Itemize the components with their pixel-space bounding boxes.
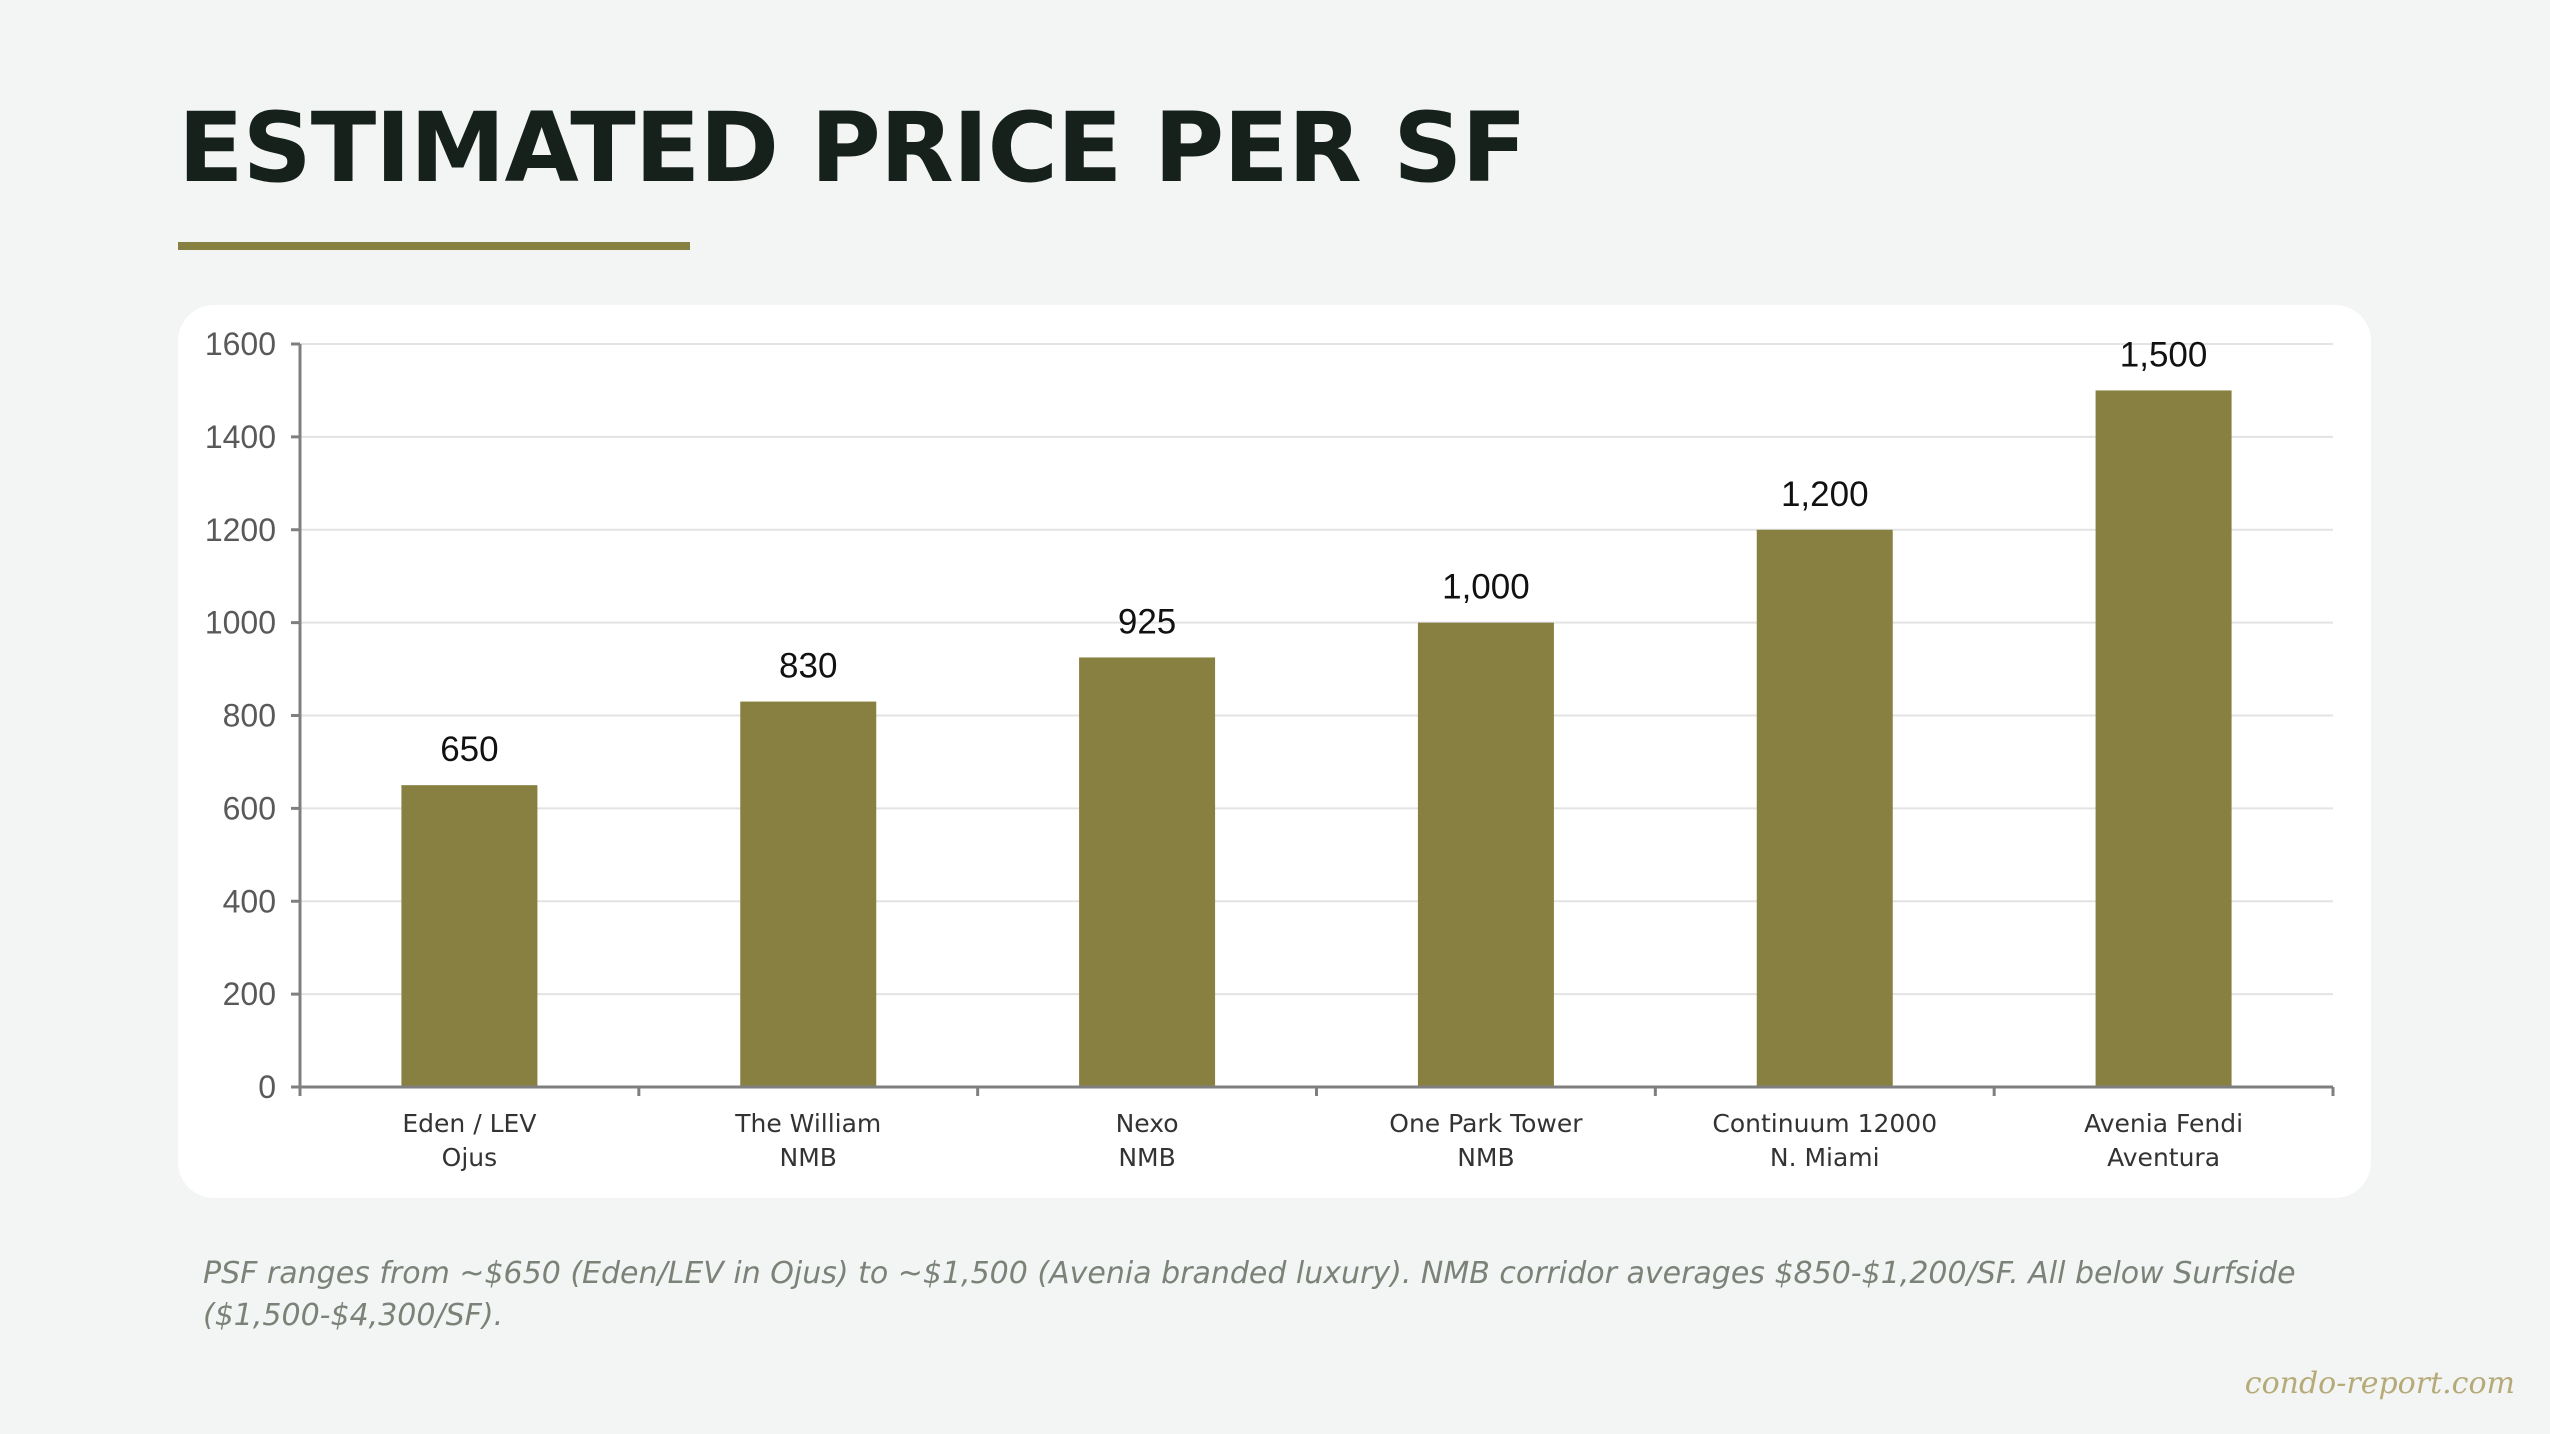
- y-tick-label: 200: [223, 976, 276, 1012]
- bar: [401, 785, 538, 1087]
- x-tick-label: Nexo: [1116, 1109, 1179, 1138]
- data-label: 650: [440, 730, 498, 769]
- x-tick-label: NMB: [780, 1143, 837, 1172]
- x-tick-label: Avenia Fendi: [2084, 1109, 2243, 1138]
- data-label: 830: [779, 647, 837, 686]
- bar: [1079, 657, 1216, 1087]
- y-tick-label: 1000: [205, 605, 276, 641]
- x-tick-label: Continuum 12000: [1712, 1109, 1937, 1138]
- y-tick-label: 1600: [205, 326, 276, 362]
- x-tick-label: Ojus: [442, 1143, 498, 1172]
- y-tick-label: 400: [223, 883, 276, 919]
- chart-card: 0 200 400 600 800 1000 1200 1400 1600 650 Eden / L…: [178, 305, 2371, 1198]
- x-tick-label: The William: [734, 1109, 881, 1138]
- y-tick-label: 0: [258, 1069, 276, 1105]
- y-tick-label: 1400: [205, 419, 276, 455]
- x-tick-label: One Park Tower: [1389, 1109, 1583, 1138]
- y-tick-label: 800: [223, 698, 276, 734]
- x-tick-label: NMB: [1118, 1143, 1175, 1172]
- bar: [1417, 622, 1554, 1087]
- bar: [2095, 390, 2232, 1087]
- y-tick-label: 600: [223, 790, 276, 826]
- bar: [1756, 529, 1893, 1087]
- footnote: PSF ranges from ~$650 (Eden/LEV in Ojus)…: [203, 1256, 2296, 1333]
- data-label: 1,000: [1442, 568, 1530, 607]
- x-tick-label: NMB: [1457, 1143, 1514, 1172]
- page-title: ESTIMATED PRICE PER SF: [178, 92, 1527, 204]
- x-tick-label: N. Miami: [1770, 1143, 1880, 1172]
- bar: [740, 701, 877, 1087]
- y-tick-label: 1200: [205, 512, 276, 548]
- x-tick-label: Eden / LEV: [402, 1109, 536, 1138]
- title-underline: [178, 242, 690, 250]
- data-label: 1,500: [2120, 335, 2208, 374]
- data-label: 925: [1118, 602, 1176, 641]
- price-per-sf-bar-chart: 0 200 400 600 800 1000 1200 1400 1600 650 Eden / L…: [205, 326, 2335, 1172]
- x-tick-label: Aventura: [2107, 1143, 2220, 1172]
- brand-watermark: condo-report.com: [2244, 1366, 2515, 1401]
- data-label: 1,200: [1781, 475, 1869, 514]
